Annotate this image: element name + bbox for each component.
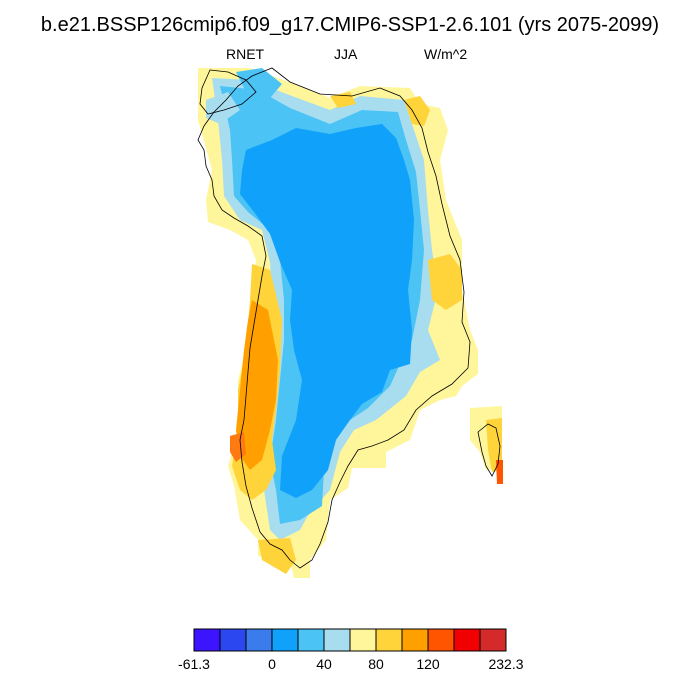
northwest-island-blue: [236, 68, 282, 98]
colorbar-swatch: [245, 628, 273, 652]
colorbar-tick-label: 0: [268, 656, 276, 672]
colorbar-swatch: [453, 628, 481, 652]
east-island-red: [496, 460, 503, 484]
south-coast-orange: [258, 538, 296, 574]
colorbar-swatch: [427, 628, 455, 652]
colorbar-swatch: [297, 628, 325, 652]
northwest-island-lightblue: [206, 92, 240, 124]
northwest-island-coastline: [199, 69, 257, 115]
colorbar-tick-label: 80: [368, 656, 384, 672]
colorbar-swatch: [323, 628, 351, 652]
colorbar-tick-label: 40: [316, 656, 332, 672]
colorbar-tick-label: 120: [416, 656, 440, 672]
east-island-orange: [486, 418, 502, 472]
east-coast-orange-north: [404, 96, 430, 126]
colorbar-swatch: [349, 628, 377, 652]
greenland-coastline: [197, 67, 471, 569]
colorbar-swatch: [401, 628, 429, 652]
ice-sheet-interior: [240, 124, 414, 498]
colorbar-swatch: [375, 628, 403, 652]
plot-title: b.e21.BSSP126cmip6.f09_g17.CMIP6-SSP1-2.…: [40, 14, 660, 36]
colorbar-swatch: [479, 628, 507, 652]
units-label: W/m^2: [424, 46, 468, 62]
west-coast-darkorange: [236, 300, 278, 470]
east-coast-orange: [428, 254, 462, 310]
west-coast-redorange: [230, 432, 246, 462]
variable-label: RNET: [226, 46, 265, 62]
colorbar-swatch: [219, 628, 247, 652]
colorbar-swatch: [193, 628, 221, 652]
colorbar-tick-label: -61.3: [178, 656, 210, 672]
colorbar-tick-label: 232.3: [488, 656, 524, 672]
season-label: JJA: [334, 46, 358, 62]
colorbar-swatch: [271, 628, 299, 652]
east-island-coastline: [477, 423, 501, 477]
